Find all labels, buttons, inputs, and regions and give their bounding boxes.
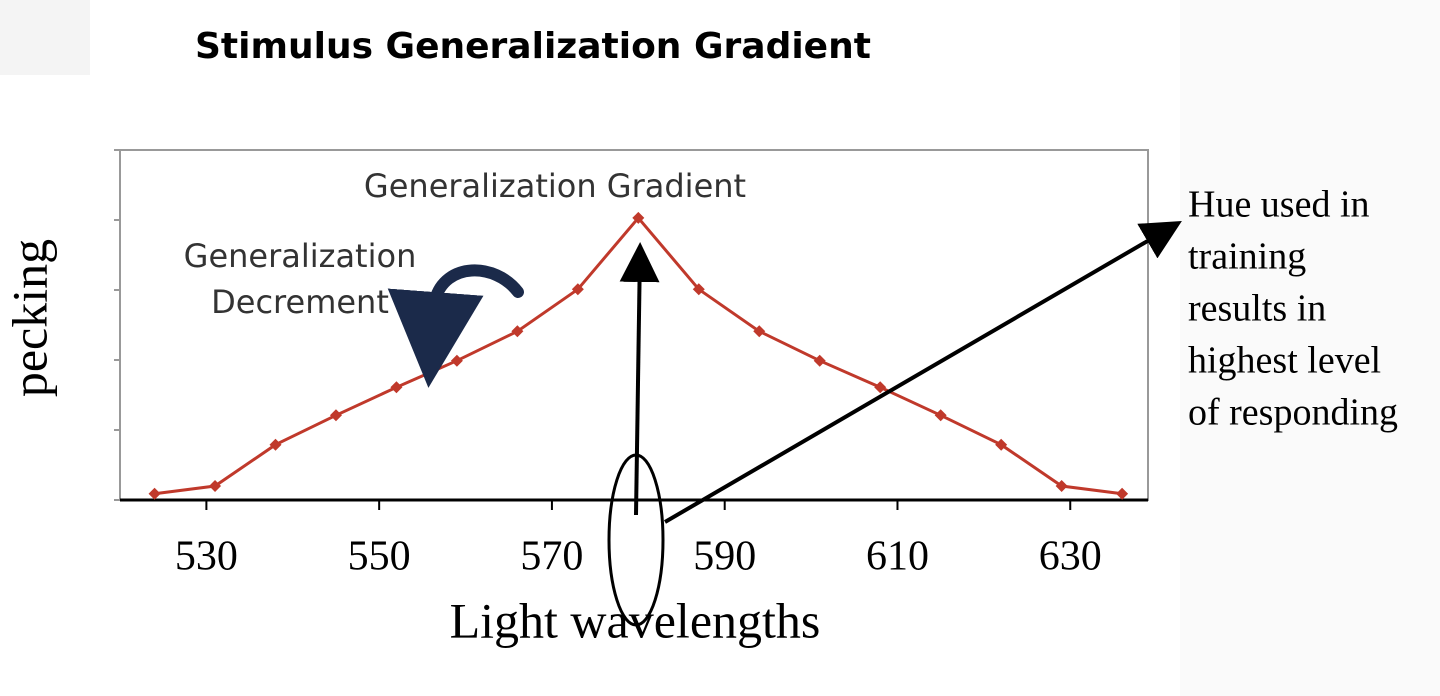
x-tick-label: 610 — [866, 534, 929, 580]
data-point — [632, 211, 645, 224]
x-tick-label: 630 — [1039, 534, 1102, 580]
data-point — [934, 409, 947, 422]
training-hue-ellipse — [607, 453, 665, 627]
pointer-arrow — [663, 220, 1182, 524]
data-point — [753, 325, 766, 338]
annotation: training — [1188, 236, 1306, 278]
data-point — [148, 487, 161, 500]
annotation: results in — [1188, 288, 1326, 330]
data-point — [692, 283, 705, 296]
x-tick-label: 570 — [520, 534, 583, 580]
data-point — [1055, 480, 1068, 492]
x-tick-label: 530 — [175, 534, 238, 580]
data-point — [995, 438, 1008, 451]
x-axis-label: Light wavelengths — [450, 592, 821, 648]
annotation: Generalization Gradient — [364, 167, 746, 205]
decrement-arrow — [387, 264, 524, 388]
data-point — [209, 480, 222, 492]
peak-arrow — [619, 242, 660, 516]
data-point — [1116, 487, 1129, 500]
annotation: highest level — [1188, 340, 1381, 382]
chart-title: Stimulus Generalization Gradient — [195, 26, 871, 67]
data-point — [813, 354, 826, 367]
annotation: Hue used in — [1188, 184, 1370, 226]
data-point — [571, 283, 584, 296]
annotation: Generalization — [184, 237, 417, 275]
data-point — [269, 438, 282, 451]
data-point — [329, 409, 342, 422]
x-tick-label: 550 — [348, 534, 411, 580]
y-axis-label: pecking — [1, 239, 57, 397]
corner-shade — [0, 0, 90, 75]
annotation: of responding — [1188, 392, 1398, 434]
x-tick-label: 590 — [693, 534, 756, 580]
data-point — [874, 381, 887, 394]
data-point — [511, 325, 524, 338]
annotation: Decrement — [211, 283, 389, 321]
edge-shade — [1180, 0, 1440, 696]
